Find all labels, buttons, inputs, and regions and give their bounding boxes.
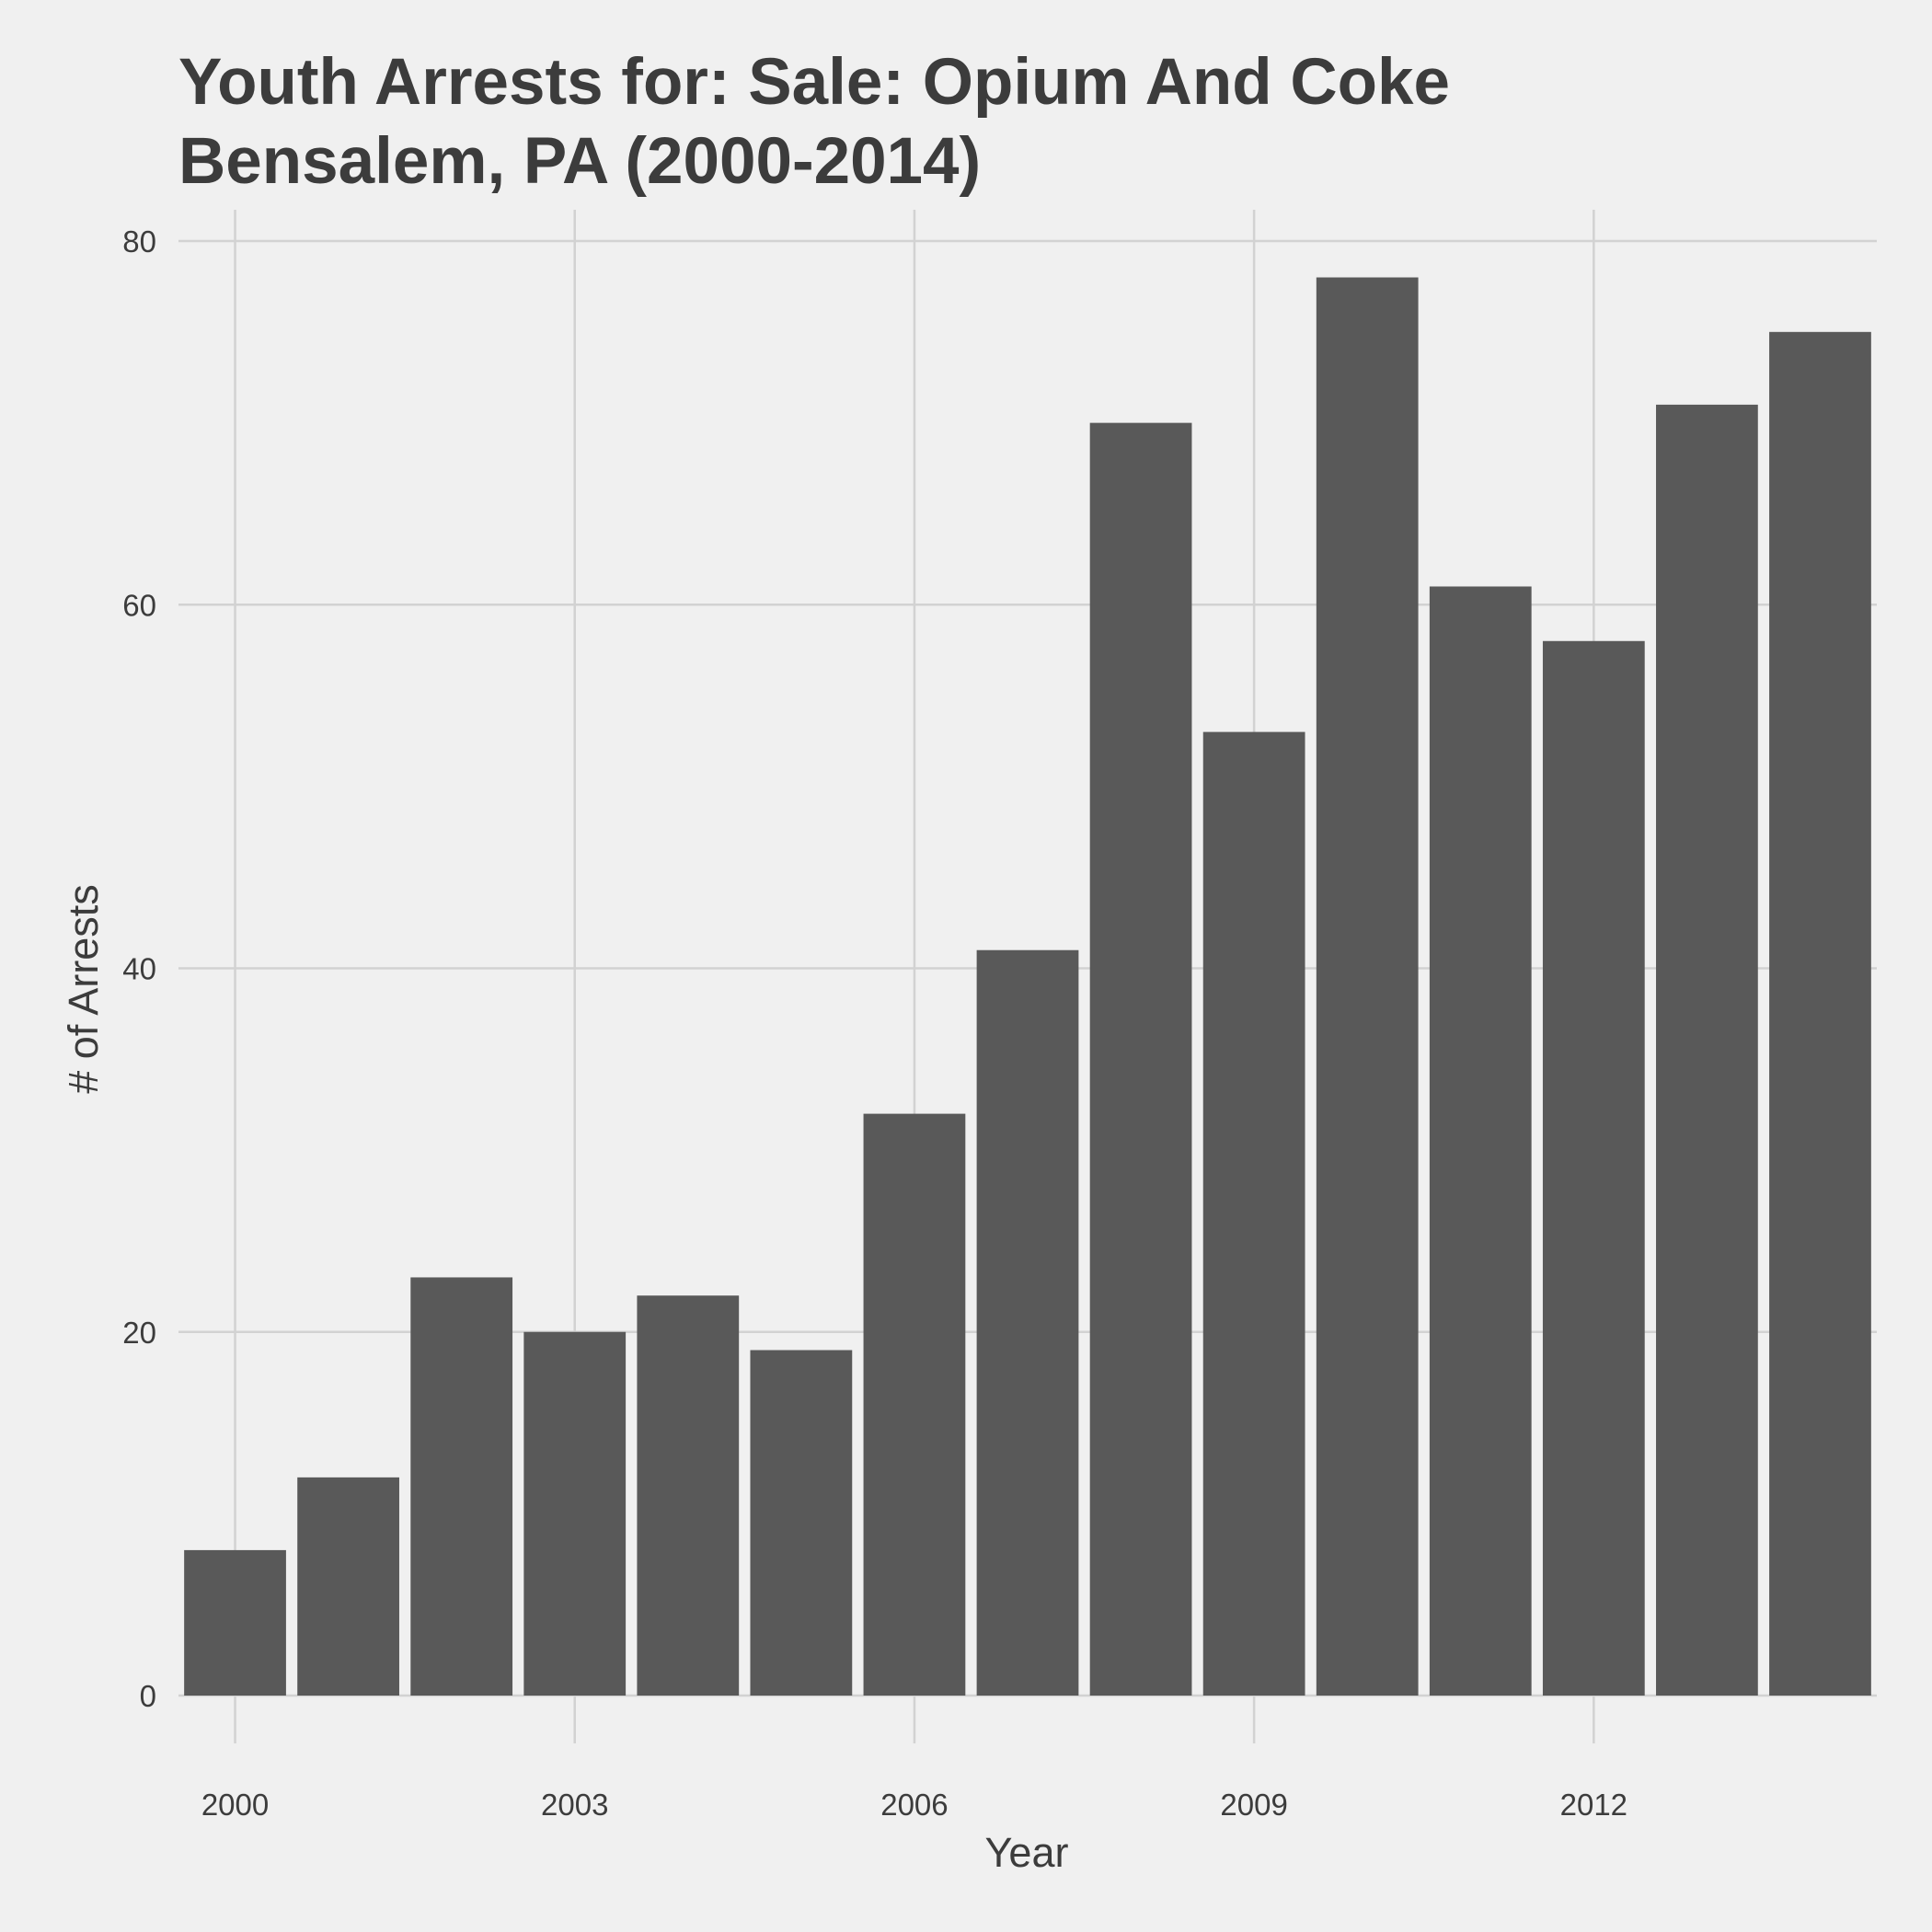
y-axis-title: # of Arrests — [60, 884, 107, 1094]
x-axis-title: Year — [985, 1829, 1069, 1876]
bar — [1089, 422, 1192, 1696]
x-tick-label: 2003 — [541, 1788, 608, 1822]
tick-labels: 0 20 40 60 80 2000 2003 2006 2009 2012 — [122, 224, 1627, 1822]
bar — [1429, 586, 1532, 1696]
y-tick-label: 60 — [122, 588, 156, 622]
chart-title: Youth Arrests for: Sale: Opium And Coke — [178, 46, 1450, 119]
bar — [863, 1113, 966, 1696]
bars — [184, 277, 1871, 1696]
chart-subtitle: Bensalem, PA (2000-2014) — [178, 125, 981, 198]
bar — [1542, 640, 1645, 1696]
bar — [410, 1277, 513, 1696]
bar — [1316, 277, 1419, 1696]
bar — [1769, 331, 1871, 1696]
bar — [637, 1295, 740, 1696]
y-tick-label: 20 — [122, 1316, 156, 1350]
x-tick-label: 2000 — [201, 1788, 269, 1822]
x-tick-label: 2009 — [1220, 1788, 1287, 1822]
bar — [1202, 731, 1305, 1696]
y-tick-label: 80 — [122, 224, 156, 259]
x-tick-label: 2006 — [880, 1788, 948, 1822]
y-tick-label: 40 — [122, 952, 156, 986]
bar — [523, 1331, 627, 1696]
bar — [297, 1477, 399, 1696]
bar — [184, 1549, 286, 1696]
x-tick-label: 2012 — [1560, 1788, 1627, 1822]
bar — [976, 949, 1079, 1696]
y-tick-label: 0 — [140, 1679, 156, 1713]
bar — [1656, 404, 1758, 1696]
bar — [750, 1350, 853, 1696]
